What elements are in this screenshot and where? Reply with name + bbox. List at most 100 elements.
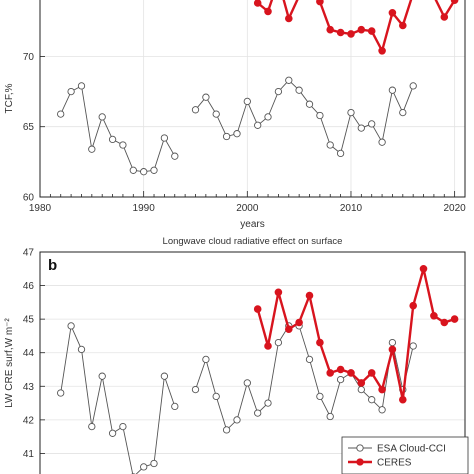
series-line (256, 0, 456, 55)
x-tick-label: 2000 (236, 203, 259, 214)
data-point (409, 82, 417, 90)
data-point (108, 135, 117, 144)
data-point (150, 459, 158, 468)
legend-label: ESA Cloud-CCI (377, 444, 446, 455)
data-point (419, 265, 428, 273)
data-point (409, 342, 417, 350)
data-point (119, 422, 127, 431)
data-point (326, 25, 335, 34)
data-point (191, 385, 200, 394)
data-point (357, 379, 366, 387)
data-point (378, 406, 386, 414)
data-point (67, 87, 75, 96)
data-point (119, 141, 127, 149)
data-point (57, 110, 65, 118)
x-axis-label: years (240, 219, 264, 230)
data-point (212, 392, 220, 401)
data-point (285, 76, 293, 84)
data-point (233, 416, 241, 424)
data-point (274, 338, 283, 347)
plot-frame (39, 0, 466, 198)
panel-b-lw-cre: 41 42 43 44 45 46 47 LW CRE surf,W m⁻² Longwave … (4, 236, 469, 474)
data-point (388, 86, 397, 94)
data-point (368, 120, 376, 128)
data-point (326, 369, 335, 377)
data-point (388, 9, 397, 17)
data-point (264, 113, 272, 121)
data-point (108, 429, 117, 437)
data-point (305, 291, 314, 300)
legend-box (341, 436, 469, 474)
data-point (295, 318, 303, 327)
panel-title: Longwave cloud radiative effect on surfa… (163, 236, 343, 247)
series-line (195, 79, 414, 155)
legend-label: CERES (377, 458, 412, 469)
data-point (77, 82, 86, 90)
data-point (388, 338, 397, 347)
data-point (409, 301, 418, 310)
data-point (88, 422, 96, 431)
data-point (347, 369, 355, 377)
data-point (336, 149, 345, 158)
data-point (336, 28, 345, 37)
series-line (60, 324, 176, 474)
y-tick-label: 60 (23, 193, 35, 204)
y-tick-label: 46 (23, 281, 35, 292)
data-point (160, 134, 169, 142)
series-esa-cloud-cci (57, 76, 417, 176)
data-point (264, 7, 272, 16)
data-point (253, 305, 262, 313)
series-ceres (253, 265, 459, 404)
data-point (191, 106, 200, 114)
data-point (285, 14, 293, 23)
data-point (295, 86, 303, 94)
legend-marker (356, 444, 364, 452)
data-point (399, 108, 407, 117)
data-point (98, 372, 106, 380)
data-point (243, 379, 251, 387)
data-point (378, 138, 386, 146)
data-point (450, 0, 459, 4)
y-axis-label: TCF,% (4, 83, 15, 113)
y-tick-label: 65 (23, 122, 35, 133)
x-tick-label: 1980 (29, 203, 52, 214)
data-point (336, 375, 345, 384)
x-tick-label: 1990 (133, 203, 156, 214)
data-point (316, 392, 324, 401)
data-point (88, 145, 96, 153)
data-point (77, 345, 86, 354)
data-point (253, 0, 262, 7)
data-point (129, 166, 137, 174)
data-point (305, 355, 314, 364)
data-point (274, 288, 283, 297)
data-point (357, 385, 365, 394)
data-point (347, 30, 355, 38)
series-ceres (253, 0, 459, 55)
data-point (326, 412, 334, 421)
data-point (98, 113, 106, 121)
data-point (357, 25, 366, 34)
data-point (430, 312, 438, 320)
data-point (316, 111, 324, 120)
series-line (60, 85, 176, 173)
data-point (378, 385, 386, 394)
data-point (171, 402, 179, 411)
data-point (399, 395, 407, 404)
data-point (254, 121, 262, 129)
y-axis-label: LW CRE surf,W m⁻² (4, 318, 15, 408)
data-point (305, 100, 314, 108)
y-tick-label: 45 (23, 315, 35, 326)
data-point (243, 97, 251, 106)
data-point (399, 21, 407, 30)
legend-marker (356, 458, 364, 466)
data-point (367, 27, 376, 35)
data-point (202, 355, 210, 364)
data-point (378, 47, 386, 55)
panel-a-tcf: 60 65 70 1980 1990 2000 2010 2020 years TCF,% (4, 0, 466, 230)
data-point (336, 365, 345, 374)
data-point (367, 369, 376, 377)
data-point (202, 93, 210, 101)
y-tick-label: 43 (23, 382, 35, 393)
data-point (233, 130, 241, 138)
